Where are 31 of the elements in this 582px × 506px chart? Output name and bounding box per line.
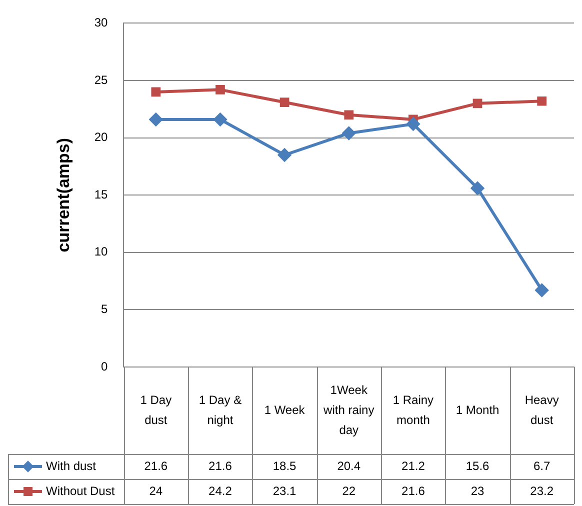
data-label: 15.6 — [466, 458, 490, 473]
y-axis-title: current(amps) — [54, 138, 73, 252]
legend-label: With dust — [46, 458, 97, 473]
data-label: 23.1 — [272, 484, 297, 498]
data-label: 20.4 — [337, 458, 361, 473]
data-label: 23.2 — [530, 484, 554, 498]
y-tick-label: 20 — [94, 130, 108, 144]
y-tick-label: 0 — [101, 359, 108, 374]
x-tick-label: 1 Week — [264, 402, 306, 417]
x-tick-label: 1 Rainy month — [392, 392, 434, 427]
legend-label: Without Dust — [46, 484, 116, 498]
data-label: 21.6 — [144, 458, 168, 473]
data-label: 22 — [342, 484, 356, 498]
data-label: 21.2 — [402, 458, 426, 473]
y-tick-label: 15 — [94, 187, 108, 202]
x-tick-label: 1 Month — [456, 402, 500, 417]
y-tick-label: 5 — [101, 302, 108, 316]
x-tick-label: Heavy dust — [524, 392, 559, 427]
x-tick-label: 1 Day & night — [198, 392, 242, 427]
data-label: 23 — [470, 484, 485, 498]
data-label: 24.2 — [208, 484, 232, 498]
y-tick-label: 30 — [94, 16, 108, 30]
x-tick-label: 1 Day dust — [140, 392, 172, 427]
data-label: 21.6 — [208, 458, 232, 473]
y-tick-label: 10 — [94, 244, 108, 259]
data-label: 24 — [149, 484, 163, 498]
x-tick-label: 1Week with rainy day — [322, 382, 374, 437]
data-label: 6.7 — [533, 458, 551, 473]
data-label: 18.5 — [272, 458, 297, 473]
data-label: 21.6 — [402, 484, 426, 498]
y-tick-label: 25 — [94, 72, 108, 87]
